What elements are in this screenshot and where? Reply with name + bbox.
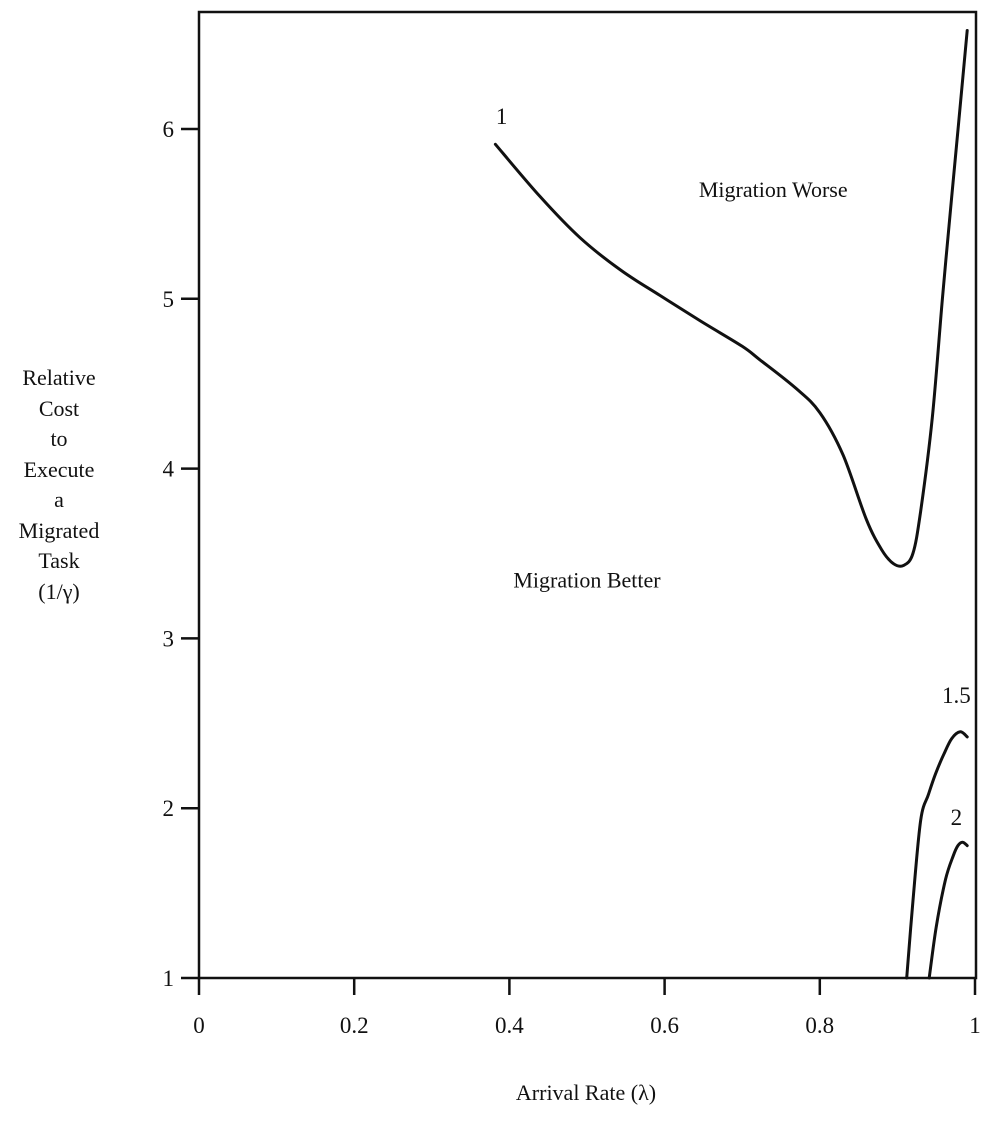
y-tick-label: 6 (163, 117, 175, 142)
y-tick-label: 5 (163, 287, 175, 312)
y-axis-label-line: Cost (38, 395, 80, 421)
region-annotation: Migration Worse (699, 177, 848, 202)
y-tick-label: 3 (163, 626, 175, 651)
curve-1 (493, 29, 969, 568)
y-tick-label: 2 (163, 796, 175, 821)
y-axis-label-line: Relative (22, 365, 96, 390)
y-tick-label: 1 (163, 966, 175, 991)
x-tick-label: 1 (969, 1013, 981, 1038)
y-axis-label-line: a (54, 487, 64, 512)
y-axis-label-line: Execute (23, 456, 95, 482)
x-tick-label: 0.2 (340, 1013, 369, 1038)
y-axis-label: Relative Cost to Execute a Migrated Task… (0, 363, 118, 607)
curves: 11.52 (493, 29, 971, 980)
x-tick-label: 0.8 (805, 1013, 834, 1038)
curve-2 (927, 840, 969, 980)
curve-label: 1 (496, 104, 508, 129)
y-axis-label-line: (1/γ) (38, 578, 80, 604)
annotations: Migration Worse Migration Better (513, 177, 847, 593)
region-annotation: Migration Better (513, 567, 661, 592)
x-axis-ticks: 0 0.2 0.4 0.6 0.8 1 (193, 978, 981, 1038)
y-axis-ticks: 1 2 3 4 5 6 (163, 117, 199, 991)
curve-1-5 (905, 730, 969, 980)
y-axis-label-line: Task (38, 548, 80, 573)
x-tick-label: 0 (193, 1013, 205, 1038)
x-tick-label: 0.4 (495, 1013, 524, 1038)
y-tick-label: 4 (163, 457, 175, 482)
y-axis-label-line: to (50, 426, 68, 451)
y-axis-label-line: Migrated (18, 517, 100, 543)
plot-frame (197, 10, 978, 980)
x-axis-label: Arrival Rate (λ) (516, 1080, 656, 1105)
curve-label: 2 (951, 805, 963, 830)
x-tick-label: 0.6 (650, 1013, 679, 1038)
curve-label: 1.5 (942, 683, 971, 708)
